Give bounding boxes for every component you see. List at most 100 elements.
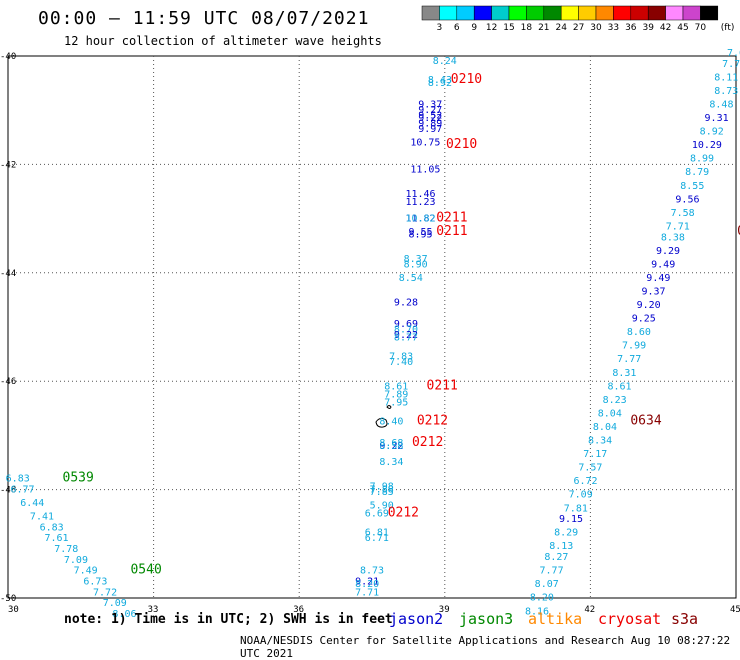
colorbar-cell [647, 5, 666, 21]
swh-value: 7.09 [569, 490, 593, 501]
swh-value: 9.28 [394, 297, 418, 308]
colorbar-label: 39 [642, 23, 654, 33]
swh-value: 7.99 [622, 341, 646, 352]
colorbar-cell [595, 5, 614, 21]
swh-value: 8.06 [112, 609, 136, 620]
legend-s3a: s3a [671, 610, 699, 628]
colorbar-label: 15 [503, 23, 514, 33]
swh-value: 8.07 [535, 579, 559, 590]
colorbar-label: 42 [660, 23, 671, 33]
swh-value: 10.29 [692, 140, 722, 151]
swh-value: 6.72 [573, 476, 597, 487]
swh-value: 8.90 [404, 259, 428, 270]
colorbar-cell [456, 5, 475, 21]
swh-value: 9.22 [379, 441, 403, 452]
colorbar-cell [630, 5, 649, 21]
swh-value: 11.82 [405, 213, 435, 224]
swh-value: 6.44 [20, 498, 44, 509]
swh-value: 8.99 [690, 154, 714, 165]
swh-value: 6.73 [83, 576, 107, 587]
swh-value: 8.73 [714, 86, 738, 97]
swh-value: 11.05 [410, 165, 440, 176]
time-label: 0212 [417, 414, 448, 429]
swh-value: 8.55 [680, 181, 704, 192]
swh-value: 9.22 [418, 113, 442, 124]
colorbar-label: 45 [677, 23, 688, 33]
time-label: 0633 [737, 224, 740, 239]
colorbar-cell [700, 5, 719, 21]
island-outline [386, 405, 392, 409]
swh-value: 9.97 [418, 124, 442, 135]
swh-value: 8.16 [525, 606, 549, 617]
x-tick-label: 45 [730, 605, 740, 615]
colorbar-cell [682, 5, 701, 21]
time-label: 0539 [63, 470, 94, 485]
swh-value: 8.95 [408, 230, 432, 241]
swh-value: 9.55 [408, 227, 432, 238]
swh-value: 7.85 [370, 487, 394, 498]
swh-value: 8.70 [394, 324, 418, 335]
swh-value: 11.46 [405, 189, 435, 200]
swh-value: 8.61 [607, 381, 631, 392]
swh-value: 7.09 [64, 555, 88, 566]
x-tick-label: 39 [439, 605, 450, 615]
colorbar-label: 70 [695, 23, 707, 33]
swh-value: 7.88 [370, 484, 394, 495]
time-label: 0211 [436, 210, 467, 225]
swh-value: 8.34 [588, 436, 612, 447]
swh-value: 7.6 [727, 48, 740, 59]
y-tick-label: -46 [0, 377, 16, 387]
swh-value: 9.37 [418, 99, 442, 110]
time-label: 0210 [446, 137, 477, 152]
swh-value: 6.77 [11, 484, 35, 495]
colorbar-cell [473, 5, 492, 21]
swh-value: 9.31 [705, 113, 729, 124]
colorbar-label: 3 [437, 23, 443, 33]
colorbar-unit: (ft) [721, 23, 735, 33]
swh-value: 9.21 [355, 576, 379, 587]
swh-value: 8.24 [433, 56, 457, 67]
swh-value: 8.61 [384, 381, 408, 392]
swh-value: 7.58 [671, 208, 695, 219]
island-outline [375, 417, 388, 428]
swh-value: 7.41 [30, 511, 54, 522]
legend-jason3: jason3 [459, 610, 514, 628]
swh-value: 7.57 [578, 463, 602, 474]
swh-value: 8.40 [379, 417, 403, 428]
swh-value: 8.27 [544, 552, 568, 563]
swh-value: 8.77 [394, 333, 418, 344]
x-tick-label: 36 [293, 605, 304, 615]
colorbar-label: 27 [573, 23, 584, 33]
swh-value: 8.60 [627, 327, 651, 338]
swh-value: 7.77 [540, 566, 564, 577]
swh-value: 5.90 [370, 501, 394, 512]
colorbar-label: 33 [608, 23, 619, 33]
y-tick-label: -44 [0, 269, 16, 279]
colorbar-cell [578, 5, 597, 21]
colorbar-cell [508, 5, 527, 21]
y-tick-label: -40 [0, 52, 16, 62]
time-label: 0634 [630, 414, 661, 429]
time-label: 0211 [427, 378, 458, 393]
swh-value: 8.38 [661, 232, 685, 243]
legend-cryosat: cryosat [598, 610, 662, 628]
colorbar-cell [613, 5, 632, 21]
swh-value: 10.82 [405, 213, 435, 224]
swh-value: 7.89 [384, 389, 408, 400]
page-subtitle: 12 hour collection of altimeter wave hei… [64, 34, 382, 48]
swh-value: 7.71 [355, 587, 379, 598]
swh-value: 10.75 [410, 137, 440, 148]
swh-value: 7.09 [103, 598, 127, 609]
swh-value: 8.48 [709, 99, 733, 110]
colorbar-label: 24 [555, 23, 567, 33]
swh-value: 8.11 [714, 72, 738, 83]
swh-value: 8.04 [598, 408, 622, 419]
time-label: 0212 [412, 435, 443, 450]
swh-value: 8.68 [379, 438, 403, 449]
swh-value: 7.40 [389, 357, 413, 368]
colorbar-label: 9 [471, 23, 477, 33]
swh-value: 9.20 [637, 300, 661, 311]
colorbar-cell [560, 5, 579, 21]
swh-value: 8.31 [612, 368, 636, 379]
